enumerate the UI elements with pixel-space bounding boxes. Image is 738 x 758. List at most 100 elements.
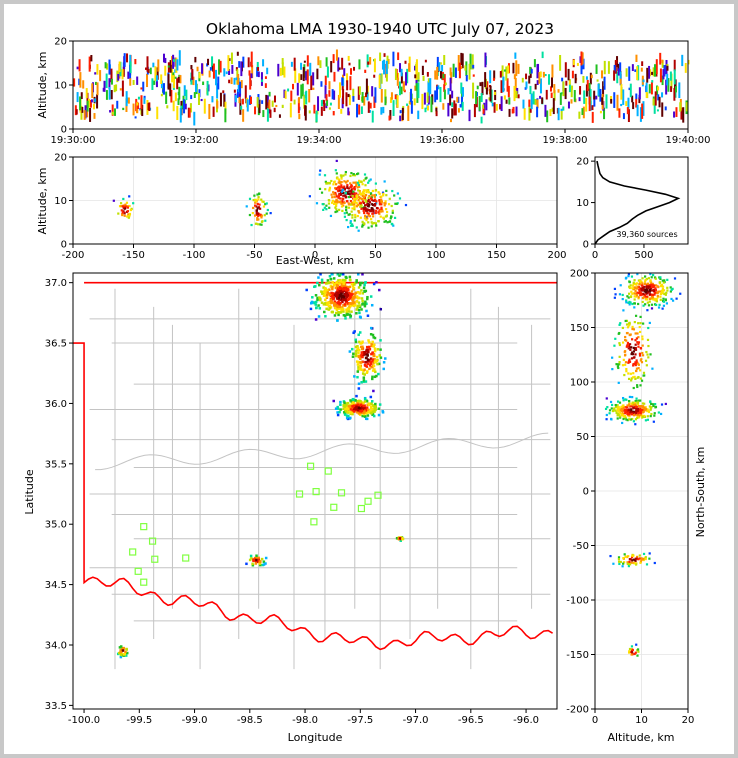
- plan-view-source-mark: [366, 358, 370, 361]
- plan-view-source-mark: [369, 326, 373, 330]
- time-height-source-mark: [306, 69, 309, 85]
- eastwest-source-mark: [364, 184, 367, 187]
- northsouth-source-mark: [633, 348, 636, 351]
- plan-view-source-mark: [399, 539, 403, 542]
- altitude-histogram-frame: [594, 156, 689, 245]
- time-height-source-mark: [403, 89, 406, 93]
- northsouth-source-mark: [651, 293, 654, 297]
- northsouth-source-mark: [649, 400, 652, 403]
- time-height-source-mark: [162, 53, 165, 63]
- plan-view-source-mark: [337, 313, 340, 317]
- plan-view-source-mark: [365, 417, 369, 421]
- eastwest-source-mark: [335, 183, 338, 186]
- y-tick-label: 33.5: [45, 701, 67, 712]
- northsouth-source-mark: [643, 282, 646, 285]
- time-height-source-mark: [661, 92, 664, 98]
- time-height-source-mark: [266, 108, 269, 122]
- northsouth-source-mark: [617, 381, 620, 384]
- northsouth-source-mark: [642, 304, 645, 307]
- plan-view-source-mark: [359, 342, 362, 345]
- northsouth-source-mark: [654, 298, 657, 301]
- plan-view-source-mark: [355, 312, 358, 315]
- time-height-source-mark: [155, 76, 158, 88]
- northsouth-source-mark: [627, 565, 630, 568]
- northsouth-source-mark: [630, 275, 634, 278]
- eastwest-source-mark: [377, 191, 380, 194]
- eastwest-source-mark: [355, 201, 358, 204]
- eastwest-source-mark: [355, 205, 358, 208]
- northsouth-source-mark: [658, 276, 661, 279]
- time-height-source-mark: [516, 87, 519, 94]
- time-height-source-mark: [347, 93, 350, 98]
- time-height-source-mark: [469, 53, 472, 70]
- time-height-source-mark: [86, 92, 89, 109]
- time-height-source-mark: [675, 107, 678, 117]
- x-tick-label: 100: [426, 250, 445, 261]
- northsouth-source-mark: [652, 404, 655, 408]
- time-height-source-mark: [654, 91, 657, 106]
- time-height-source-mark: [262, 110, 265, 118]
- time-height-source-mark: [298, 73, 301, 83]
- time-height-source-mark: [254, 106, 257, 115]
- plan-view-source-mark: [369, 333, 373, 336]
- time-height-source-mark: [454, 103, 457, 116]
- plan-view-source-mark: [358, 311, 361, 315]
- time-height-source-mark: [388, 115, 391, 121]
- plan-view-source-mark: [352, 304, 356, 308]
- time-height-source-mark: [596, 79, 599, 82]
- time-height-source-mark: [110, 89, 113, 100]
- northsouth-source-mark: [630, 403, 634, 406]
- time-height-source-mark: [134, 59, 137, 65]
- eastwest-source-mark: [253, 214, 257, 217]
- northsouth-source-mark: [639, 293, 642, 297]
- eastwest-source-mark: [329, 214, 333, 218]
- eastwest-source-mark: [385, 194, 388, 197]
- time-height-source-mark: [399, 63, 402, 73]
- plan-view-source-mark: [369, 364, 372, 367]
- x-tick-label: -50: [246, 250, 262, 261]
- time-height-source-mark: [427, 105, 430, 111]
- plan-view-source-mark: [372, 336, 375, 339]
- plan-view-source-mark: [354, 340, 358, 344]
- time-height-source-mark: [341, 57, 344, 70]
- northsouth-source-mark: [637, 362, 640, 365]
- northsouth-source-mark: [632, 558, 635, 561]
- time-height-source-mark: [642, 101, 645, 116]
- northsouth-source-mark: [651, 282, 654, 285]
- eastwest-source-mark: [345, 192, 349, 195]
- plan-view-source-mark: [347, 297, 351, 301]
- eastwest-source-mark: [328, 188, 331, 191]
- plan-view-source-mark: [361, 346, 364, 350]
- northsouth-source-mark: [609, 554, 612, 558]
- time-height-source-mark: [198, 72, 201, 79]
- plan-view-source-mark: [335, 304, 339, 307]
- plan-view-source-mark: [341, 273, 345, 276]
- eastwest-source-mark: [342, 194, 345, 197]
- eastwest-source-mark: [327, 202, 331, 205]
- eastwest-source-mark: [340, 186, 343, 189]
- northsouth-source-mark: [626, 404, 629, 407]
- eastwest-source-mark: [122, 197, 125, 201]
- northsouth-source-mark: [648, 552, 651, 555]
- plan-view-source-mark: [373, 410, 376, 413]
- northsouth-source-mark: [636, 407, 639, 411]
- northsouth-source-mark: [638, 290, 641, 293]
- plan-view-source-mark: [336, 413, 340, 417]
- time-height-source-mark: [500, 96, 503, 112]
- plan-view-source-mark: [376, 362, 379, 366]
- time-height-source-mark: [567, 68, 570, 81]
- time-height-source-mark: [151, 78, 154, 90]
- time-height-source-mark: [328, 90, 331, 97]
- y-tick-label: 10: [54, 81, 67, 92]
- plan-view-source-mark: [320, 278, 324, 282]
- time-height-source-mark: [410, 88, 413, 103]
- northsouth-source-mark: [649, 283, 652, 287]
- time-height-source-mark: [439, 86, 442, 103]
- eastwest-source-mark: [260, 220, 264, 223]
- time-height-source-mark: [94, 81, 97, 85]
- time-height-source-mark: [200, 98, 203, 102]
- time-height-source-mark: [494, 90, 497, 101]
- northsouth-source-mark: [642, 288, 645, 292]
- plan-view-source-mark: [336, 289, 339, 292]
- northsouth-source-mark: [650, 307, 654, 310]
